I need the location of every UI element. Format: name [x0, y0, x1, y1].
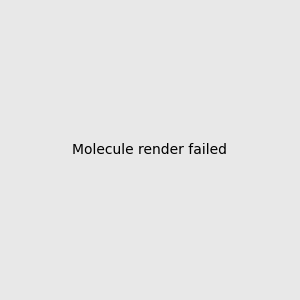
Text: Molecule render failed: Molecule render failed — [73, 143, 227, 157]
